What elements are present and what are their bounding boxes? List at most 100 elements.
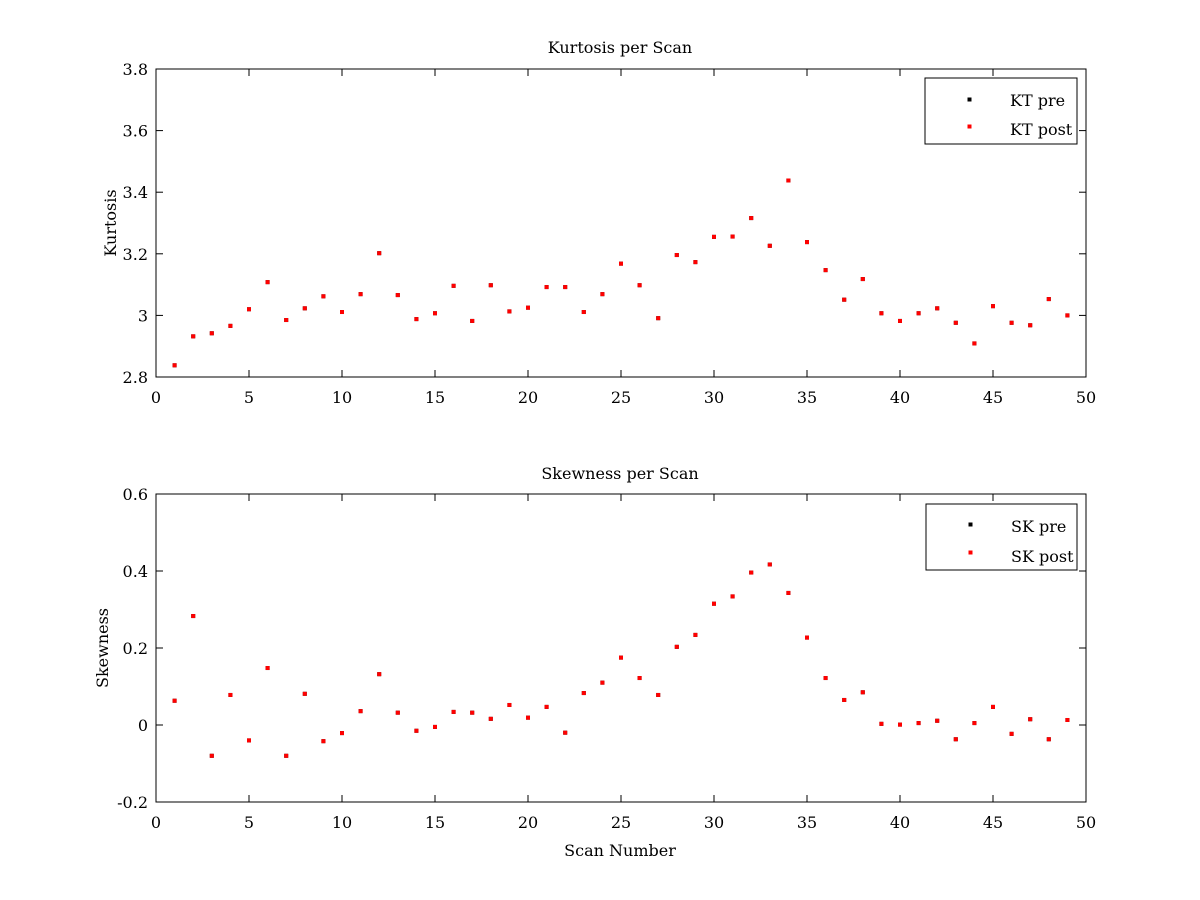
kurtosis-point-post <box>916 311 921 316</box>
skewness-point-post <box>637 676 642 681</box>
skewness-point-post <box>600 680 605 685</box>
kurtosis-point-post <box>786 178 791 183</box>
skewness-point-post <box>544 704 549 709</box>
kurtosis-point-post <box>656 316 661 321</box>
kurtosis-title: Kurtosis per Scan <box>548 38 692 57</box>
skewness-x-tick-label: 45 <box>983 813 1003 832</box>
kurtosis-x-tick-label: 0 <box>151 388 161 407</box>
skewness-x-tick-label: 0 <box>151 813 161 832</box>
kurtosis-point-post <box>228 323 233 328</box>
skewness-y-tick-label: -0.2 <box>117 793 148 812</box>
skewness-point-post <box>470 710 475 715</box>
skewness-point-post <box>228 692 233 697</box>
skewness-x-ticks: 0 5 10 15 20 25 30 35 40 45 50 <box>151 494 1096 832</box>
skewness-point-post <box>786 590 791 595</box>
kurtosis-y-tick-label: 3.6 <box>123 122 148 141</box>
kurtosis-point-post <box>674 253 679 258</box>
kurtosis-x-tick-label: 5 <box>244 388 254 407</box>
kurtosis-point-post <box>842 297 847 302</box>
kurtosis-legend-marker-pre <box>967 97 972 102</box>
kurtosis-point-post <box>637 283 642 288</box>
kurtosis-legend-box <box>924 77 1078 145</box>
skewness-point-post <box>860 690 865 695</box>
kurtosis-point-post <box>898 318 902 323</box>
kurtosis-x-tick-label: 30 <box>704 388 724 407</box>
skewness-point-post <box>1028 717 1033 722</box>
kurtosis-point-post <box>749 216 754 221</box>
skewness-point-post <box>358 709 363 714</box>
skewness-point-post <box>321 739 326 744</box>
kurtosis-point-post <box>712 234 716 239</box>
skewness-point-post <box>674 644 679 649</box>
skewness-y-tick-label: 0.2 <box>123 639 148 658</box>
skewness-point-post <box>991 704 995 709</box>
kurtosis-x-tick-label: 50 <box>1076 388 1096 407</box>
kurtosis-point-post <box>991 304 995 309</box>
skewness-points <box>172 562 1070 758</box>
skewness-legend-box <box>925 503 1078 571</box>
kurtosis-point-post <box>172 363 177 368</box>
skewness-point-post <box>935 718 940 723</box>
kurtosis-point-post <box>563 285 568 290</box>
skewness-x-tick-label: 30 <box>704 813 724 832</box>
skewness-point-post <box>805 635 809 640</box>
skewness-point-post <box>767 562 772 567</box>
skewness-point-post <box>619 655 623 660</box>
kurtosis-points <box>172 178 1070 368</box>
kurtosis-point-post <box>972 341 977 346</box>
kurtosis-point-post <box>507 309 512 314</box>
skewness-point-post <box>749 570 754 575</box>
skewness-point-post <box>693 632 698 637</box>
skewness-point-post <box>209 753 214 758</box>
skewness-x-axis-label: Scan Number <box>564 841 676 860</box>
skewness-point-post <box>265 666 270 671</box>
skewness-point-post <box>340 731 344 736</box>
skewness-point-post <box>191 614 196 619</box>
skewness-x-tick-label: 5 <box>244 813 254 832</box>
kurtosis-point-post <box>302 306 307 311</box>
skewness-title: Skewness per Scan <box>541 464 698 483</box>
kurtosis-point-post <box>1065 313 1070 318</box>
skewness-y-axis-label: Skewness <box>93 608 112 688</box>
skewness-point-post <box>581 691 586 696</box>
kurtosis-point-post <box>805 240 809 245</box>
kurtosis-y-tick-label: 3.2 <box>123 245 148 264</box>
kurtosis-point-post <box>340 310 344 315</box>
skewness-point-post <box>563 730 568 735</box>
kurtosis-y-tick-label: 3.8 <box>123 60 148 79</box>
kurtosis-point-post <box>730 234 735 239</box>
skewness-y-tick-label: 0.4 <box>123 562 148 581</box>
kurtosis-point-post <box>321 294 326 299</box>
skewness-point-post <box>377 672 382 677</box>
kurtosis-y-tick-label: 3 <box>138 306 148 325</box>
skewness-x-tick-label: 25 <box>611 813 631 832</box>
kurtosis-point-post <box>433 311 437 316</box>
skewness-point-post <box>451 709 456 714</box>
skewness-point-post <box>1065 717 1070 722</box>
kurtosis-x-tick-label: 15 <box>425 388 445 407</box>
kurtosis-x-tick-label: 45 <box>983 388 1003 407</box>
kurtosis-point-post <box>414 317 419 322</box>
skewness-point-post <box>414 728 419 733</box>
skewness-y-tick-label: 0 <box>138 716 148 735</box>
kurtosis-x-tick-label: 35 <box>797 388 817 407</box>
skewness-point-post <box>712 601 716 606</box>
kurtosis-y-ticks: 2.8 3 3.2 3.4 3.6 3.8 <box>123 60 1086 387</box>
kurtosis-point-post <box>860 277 865 282</box>
kurtosis-point-post <box>581 310 586 315</box>
skewness-point-post <box>488 716 493 721</box>
skewness-point-post <box>433 724 437 729</box>
kurtosis-point-post <box>1009 320 1014 325</box>
skewness-point-post <box>972 721 977 726</box>
skewness-legend[interactable]: SK pre SK post <box>925 503 1078 571</box>
kurtosis-legend[interactable]: KT pre KT post <box>924 77 1078 145</box>
kurtosis-point-post <box>247 307 251 312</box>
skewness-point-post <box>395 710 400 715</box>
skewness-point-post <box>1009 731 1014 736</box>
skewness-point-post <box>842 697 847 702</box>
kurtosis-point-post <box>526 305 530 310</box>
kurtosis-point-post <box>823 268 828 273</box>
skewness-point-post <box>526 715 530 720</box>
kurtosis-x-ticks: 0 5 10 15 20 25 30 35 40 45 50 <box>151 69 1096 407</box>
